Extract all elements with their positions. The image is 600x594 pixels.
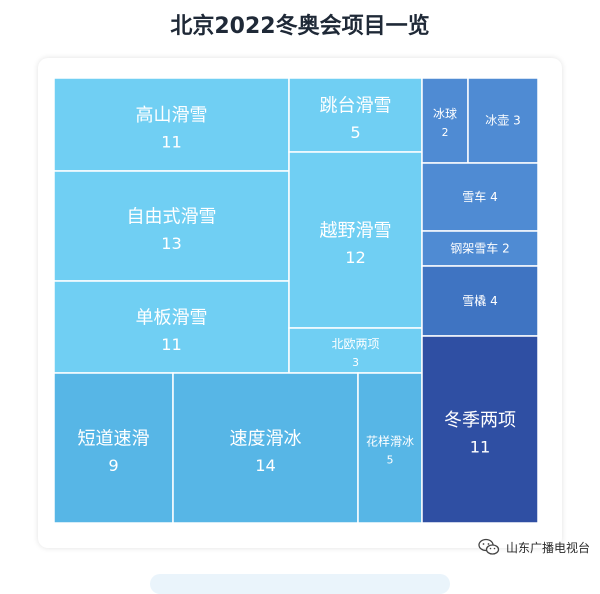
treemap-label: 冰球: [433, 107, 457, 121]
treemap-cell-rect: [421, 335, 539, 524]
chart-title: 北京2022冬奥会项目一览: [170, 14, 430, 39]
treemap-label: 跳台滑雪: [320, 95, 392, 116]
treemap-cell: 短道速滑 9: [53, 372, 174, 524]
treemap-cell-rect: [288, 151, 423, 329]
treemap-cell: 冰壶 3: [467, 77, 539, 164]
treemap-label: 雪橇 4: [462, 294, 497, 308]
treemap-cell-rect: [357, 372, 423, 524]
treemap-cell-rect: [421, 77, 469, 164]
treemap-label: 速度滑冰: [230, 428, 302, 449]
treemap-cell: 北欧两项 3: [288, 327, 423, 374]
bottom-bar: [150, 574, 450, 594]
watermark: 山东广播电视台: [478, 538, 590, 556]
treemap-label: 单板滑雪: [136, 307, 208, 328]
treemap-cell: 自由式滑雪 13: [53, 170, 290, 282]
treemap-cell: 雪车 4: [421, 162, 539, 232]
treemap-chart: 高山滑雪 11 自由式滑雪 13 单板滑雪 11 跳台滑雪 5 越野滑雪 12 北欧两项 3 短道速滑 9…: [53, 77, 539, 524]
treemap-cell: 速度滑冰 14: [172, 372, 359, 524]
treemap-cell-rect: [288, 77, 423, 153]
treemap-label: 雪车 4: [462, 189, 497, 204]
treemap-label: 越野滑雪: [320, 220, 392, 241]
treemap-cell: 跳台滑雪 5: [288, 77, 423, 153]
treemap-cell: 雪橇 4: [421, 265, 539, 337]
wechat-icon: [478, 538, 500, 555]
treemap-cell-rect: [467, 77, 539, 164]
treemap-label: 北欧两项: [331, 337, 379, 351]
treemap-label: 冰壶 3: [485, 113, 520, 128]
treemap-cell: 冬季两项 11: [421, 335, 539, 524]
treemap-cell-rect: [288, 327, 423, 374]
treemap-cell-rect: [421, 230, 539, 267]
treemap-label: 花样滑冰: [366, 434, 414, 449]
treemap-value: 3: [352, 356, 359, 369]
treemap-value: 5: [350, 123, 360, 142]
treemap-value: 9: [108, 456, 118, 475]
treemap-value: 11: [470, 438, 491, 457]
treemap-value: 14: [255, 456, 276, 475]
treemap-cell-rect: [172, 372, 359, 524]
treemap-label: 短道速滑: [78, 428, 150, 449]
treemap-cell-rect: [53, 372, 174, 524]
treemap-cell: 越野滑雪 12: [288, 151, 423, 329]
treemap-cell: 冰球 2: [421, 77, 469, 164]
treemap-cell: 花样滑冰 5: [357, 372, 423, 524]
treemap-cell: 钢架雪车 2: [421, 230, 539, 267]
treemap-label: 高山滑雪: [136, 105, 208, 126]
treemap-cell: 高山滑雪 11: [53, 77, 290, 172]
treemap-value: 11: [161, 335, 182, 354]
treemap-label: 冬季两项: [444, 410, 516, 431]
treemap-value: 5: [387, 453, 394, 466]
treemap-cell: 单板滑雪 11: [53, 280, 290, 374]
treemap-value: 13: [161, 234, 182, 253]
treemap-label: 自由式滑雪: [127, 206, 217, 227]
watermark-text: 山东广播电视台: [505, 540, 590, 555]
treemap-label: 钢架雪车 2: [450, 241, 509, 256]
treemap-cell-rect: [421, 162, 539, 232]
treemap-value: 11: [161, 133, 182, 152]
treemap-cell-rect: [421, 265, 539, 337]
treemap-value: 2: [442, 126, 449, 139]
treemap-value: 12: [345, 248, 366, 267]
